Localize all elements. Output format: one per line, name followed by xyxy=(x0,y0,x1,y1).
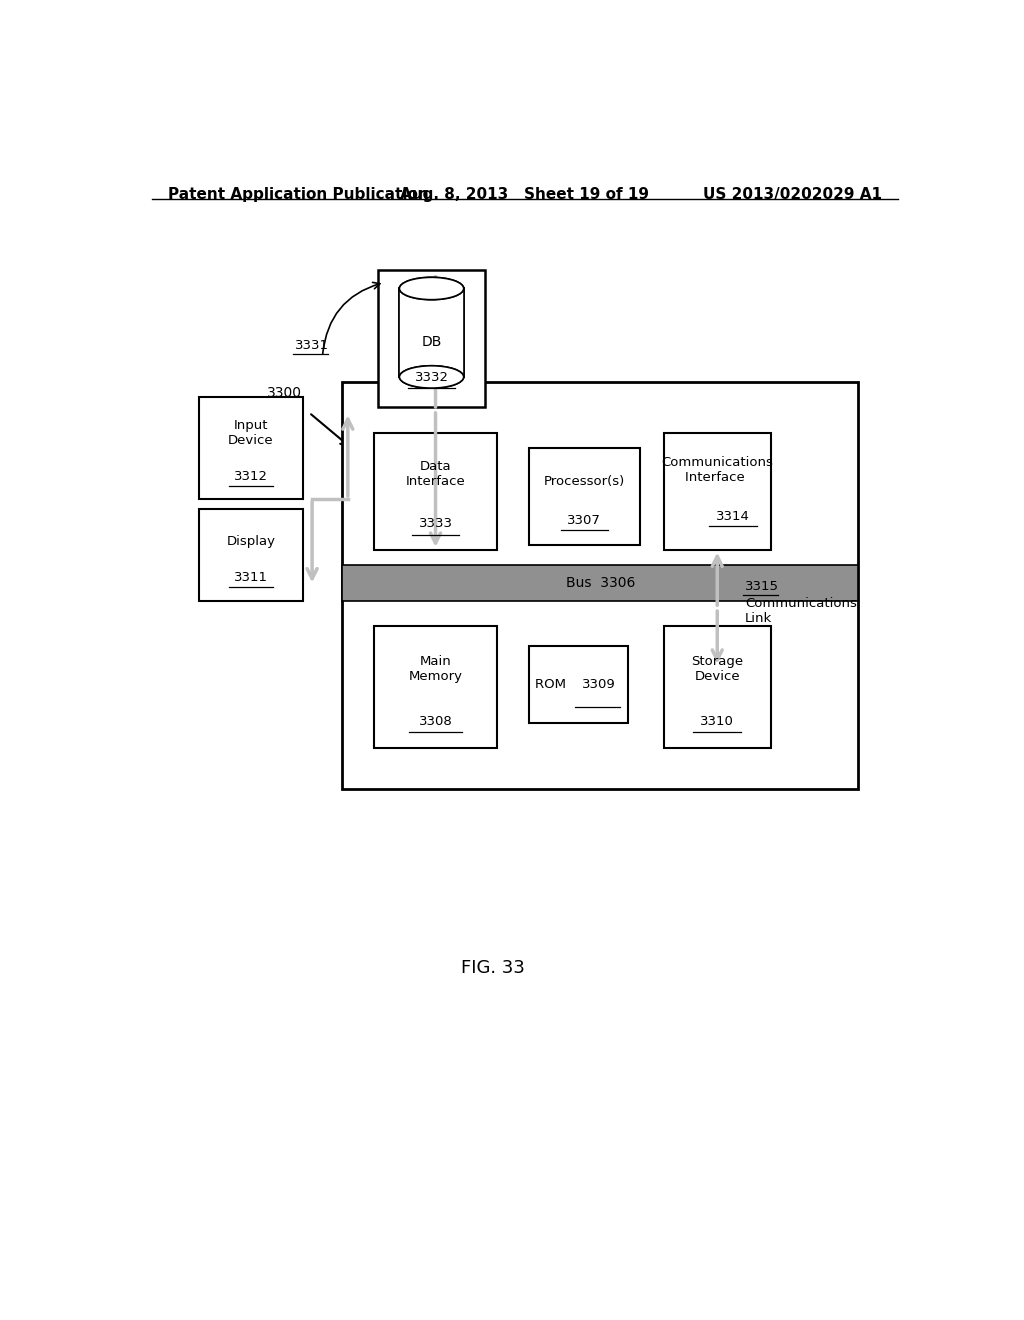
Text: Processor(s): Processor(s) xyxy=(544,475,625,488)
Text: Patent Application Publication: Patent Application Publication xyxy=(168,187,428,202)
Text: 3309: 3309 xyxy=(583,678,616,690)
Text: Data
Interface: Data Interface xyxy=(406,459,465,487)
Text: 3311: 3311 xyxy=(234,572,268,585)
Bar xyxy=(342,381,858,788)
Text: 3307: 3307 xyxy=(567,513,601,527)
Bar xyxy=(374,433,497,549)
Text: Input
Device: Input Device xyxy=(228,418,273,447)
Bar xyxy=(378,271,485,408)
Bar xyxy=(342,565,858,601)
FancyArrowPatch shape xyxy=(323,282,380,354)
Text: Bus  3306: Bus 3306 xyxy=(565,576,635,590)
Text: Main
Memory: Main Memory xyxy=(409,655,463,682)
Bar xyxy=(664,626,771,748)
Bar xyxy=(528,447,640,545)
Text: FIG. 33: FIG. 33 xyxy=(461,958,525,977)
Text: 3312: 3312 xyxy=(234,470,268,483)
Text: DB: DB xyxy=(421,334,441,348)
Bar xyxy=(664,433,771,549)
Text: 3308: 3308 xyxy=(419,714,453,727)
Bar xyxy=(200,510,303,601)
Bar xyxy=(374,626,497,748)
Text: 3310: 3310 xyxy=(700,714,734,727)
Text: 3315: 3315 xyxy=(745,579,779,593)
Text: 3332: 3332 xyxy=(415,371,449,384)
Text: Aug. 8, 2013   Sheet 19 of 19: Aug. 8, 2013 Sheet 19 of 19 xyxy=(400,187,649,202)
Bar xyxy=(528,647,628,722)
Text: Display: Display xyxy=(226,535,275,548)
Bar xyxy=(200,397,303,499)
Text: Storage
Device: Storage Device xyxy=(691,655,743,682)
Text: 3333: 3333 xyxy=(419,517,453,531)
Ellipse shape xyxy=(399,366,464,388)
Text: US 2013/0202029 A1: US 2013/0202029 A1 xyxy=(702,187,882,202)
Text: Communications
Link: Communications Link xyxy=(745,597,857,624)
Ellipse shape xyxy=(399,277,464,300)
Ellipse shape xyxy=(399,366,464,388)
Bar xyxy=(399,289,464,378)
Text: 3314: 3314 xyxy=(716,511,750,524)
Text: Communications
Interface: Communications Interface xyxy=(662,457,773,484)
Text: 3331: 3331 xyxy=(295,338,329,351)
Text: 3300: 3300 xyxy=(267,387,302,400)
Text: ROM: ROM xyxy=(536,678,570,690)
Ellipse shape xyxy=(399,277,464,300)
